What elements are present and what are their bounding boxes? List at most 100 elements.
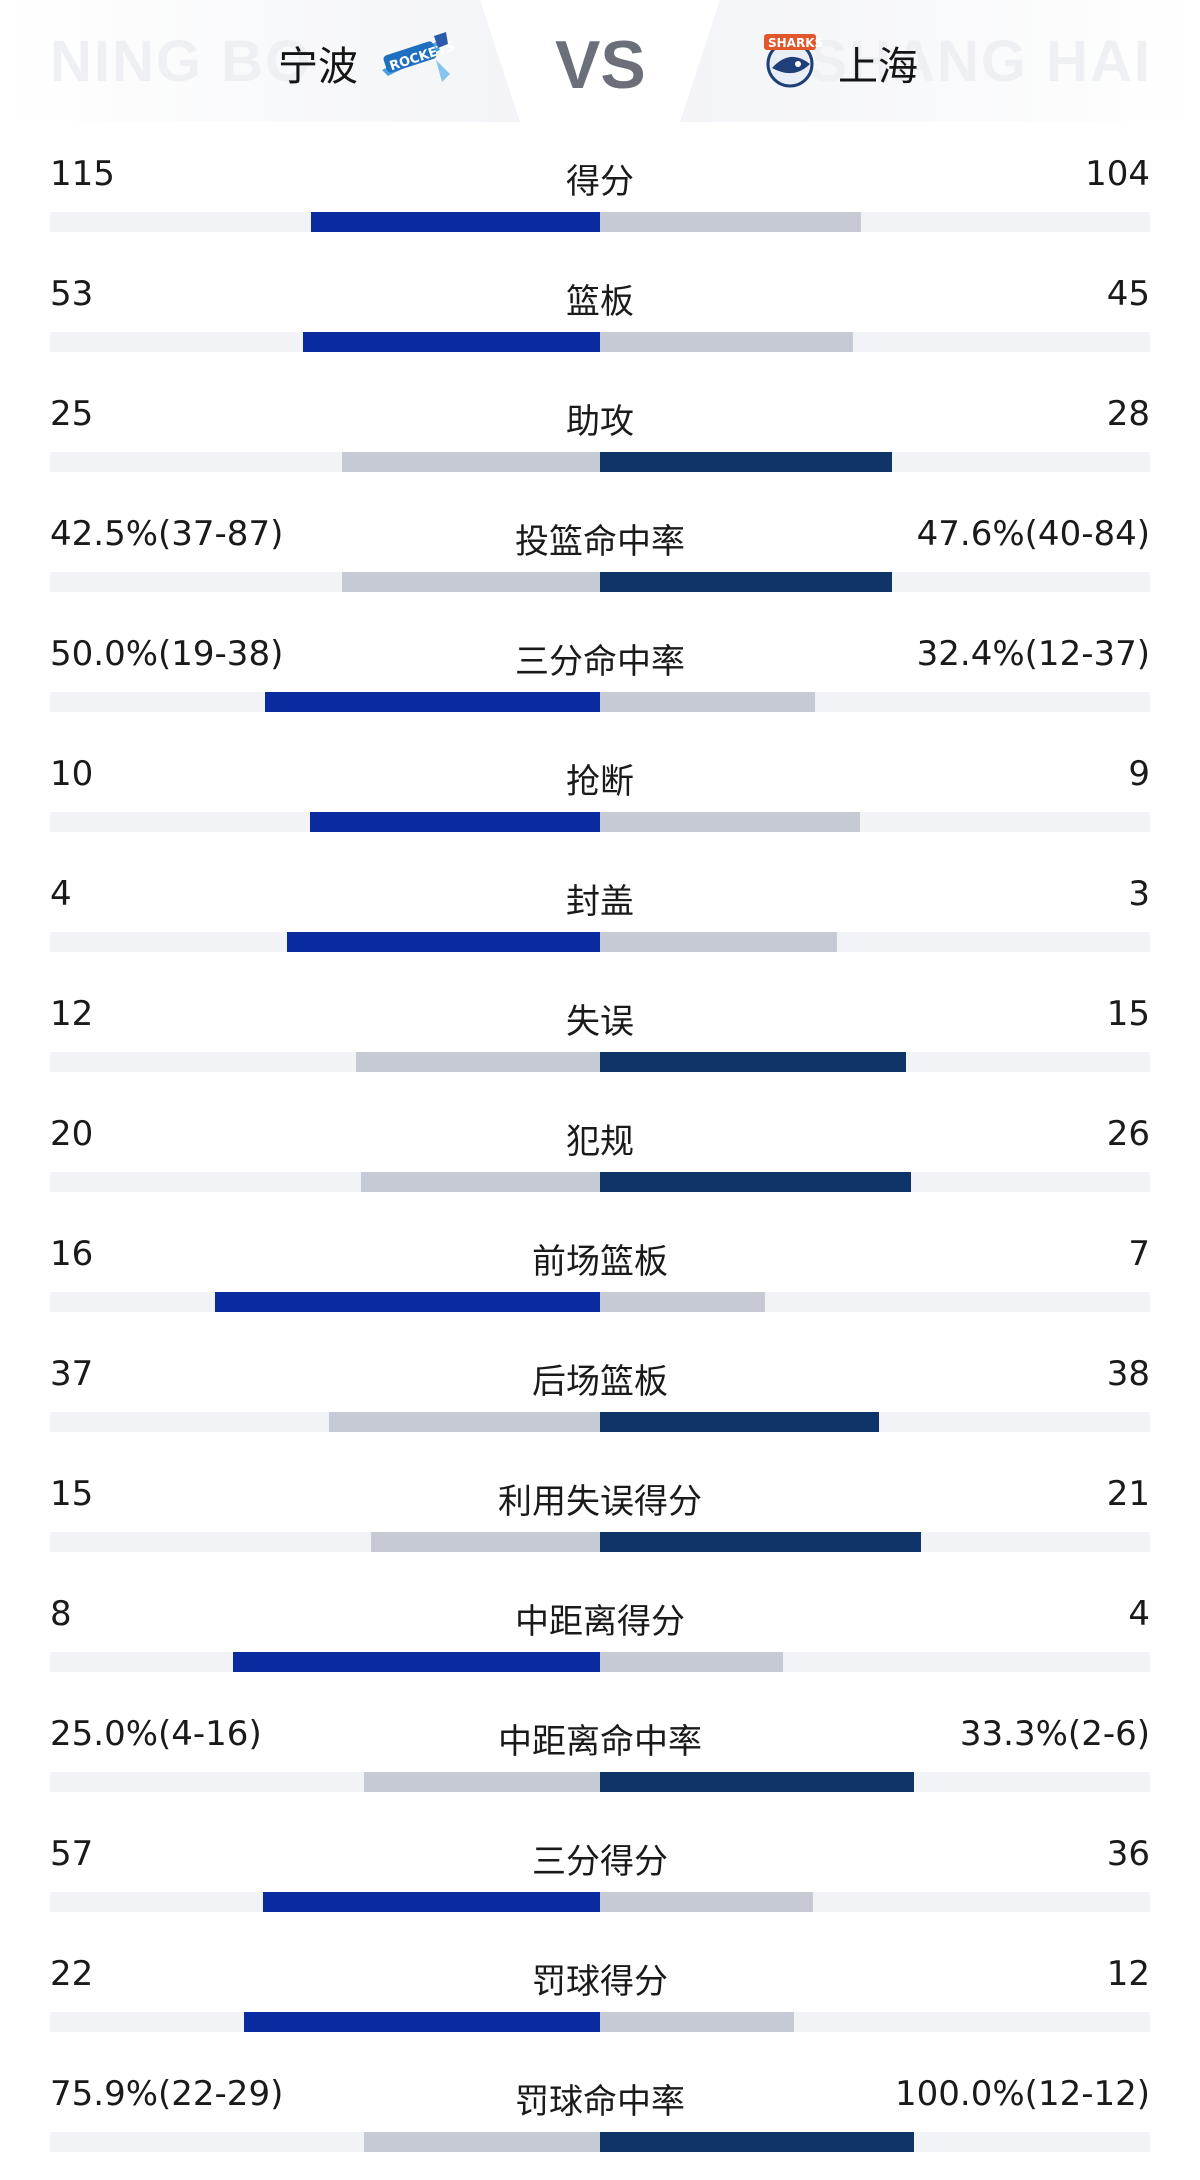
stat-bar-track [50,1052,1150,1072]
home-stat-value: 15 [50,1474,94,1514]
stat-row: 12 失误 15 [0,980,1200,1100]
match-header: NING BO SHANG HAI 宁波 ROCKETS VS SHARKS 上… [0,0,1200,122]
stat-row: 22 罚球得分 12 [0,1940,1200,2060]
away-stat-bar [600,1892,813,1912]
home-stat-bar [262,1892,600,1912]
away-stat-value: 15 [1106,994,1150,1034]
home-stat-bar [363,2132,600,2152]
away-stat-bar [600,332,853,352]
away-stat-bar [600,1052,906,1072]
home-stat-bar [355,1052,600,1072]
away-stat-value: 38 [1106,1354,1150,1394]
home-team-name: 宁波 [278,44,358,90]
away-stat-value: 4 [1128,1594,1150,1634]
away-watermark: SHANG HAI [808,29,1152,94]
away-stat-bar [600,1172,911,1192]
stat-bar-track [50,452,1150,472]
away-stat-value: 3 [1128,874,1150,914]
stat-bar-track [50,2132,1150,2152]
away-stat-value: 47.6%(40-84) [916,514,1150,554]
stat-row: 42.5%(37-87) 投篮命中率 47.6%(40-84) [0,500,1200,620]
stat-bar-track [50,1652,1150,1672]
away-stat-value: 45 [1106,274,1150,314]
stat-label: 犯规 [566,1122,634,1162]
stat-bar-track [50,572,1150,592]
away-stat-bar [600,2132,914,2152]
home-stat-value: 42.5%(37-87) [50,514,284,554]
stat-row: 16 前场篮板 7 [0,1220,1200,1340]
stat-label: 失误 [566,1002,634,1042]
away-stat-value: 12 [1106,1954,1150,1994]
away-stat-bar [600,692,815,712]
stat-label: 罚球得分 [532,1962,668,2002]
stat-bar-track [50,1772,1150,1792]
home-stat-value: 22 [50,1954,94,1994]
stat-label: 后场篮板 [532,1362,668,1402]
home-stat-value: 57 [50,1834,94,1874]
home-stat-bar [360,1172,600,1192]
home-stat-bar [363,1772,600,1792]
away-stat-value: 21 [1106,1474,1150,1514]
stat-label: 中距离得分 [515,1602,685,1642]
home-stat-bar [341,452,600,472]
stat-row: 15 利用失误得分 21 [0,1460,1200,1580]
home-stat-bar [311,212,600,232]
stat-bar-track [50,692,1150,712]
stat-bar-track [50,332,1150,352]
stat-label: 罚球命中率 [515,2082,685,2122]
home-header-panel [0,0,520,122]
home-stat-value: 25.0%(4-16) [50,1714,262,1754]
away-stat-value: 33.3%(2-6) [959,1714,1150,1754]
home-stat-value: 10 [50,754,94,794]
stat-row: 20 犯规 26 [0,1100,1200,1220]
away-stat-bar [600,1292,765,1312]
stat-label: 前场篮板 [532,1242,668,1282]
away-stat-value: 100.0%(12-12) [895,2074,1150,2114]
away-stat-bar [600,1652,784,1672]
away-stat-value: 32.4%(12-37) [916,634,1150,674]
home-stat-bar [286,932,600,952]
away-header-panel [680,0,1200,122]
shanghai-sharks-logo-icon: SHARKS [758,30,823,96]
home-stat-bar [215,1292,600,1312]
home-stat-bar [303,332,600,352]
home-stat-bar [328,1412,600,1432]
home-stat-bar [370,1532,600,1552]
stat-row: 50.0%(19-38) 三分命中率 32.4%(12-37) [0,620,1200,740]
stat-bar-track [50,2012,1150,2032]
home-stat-value: 37 [50,1354,94,1394]
stat-row: 115 得分 104 [0,140,1200,260]
away-stat-value: 26 [1106,1114,1150,1154]
home-stat-value: 50.0%(19-38) [50,634,284,674]
away-stat-bar [600,572,892,592]
home-stat-bar [341,572,600,592]
stat-bar-track [50,1292,1150,1312]
home-stat-value: 4 [50,874,72,914]
away-stat-bar [600,1532,921,1552]
away-stat-bar [600,452,892,472]
vs-label: VS [555,27,646,103]
stat-label: 封盖 [566,882,634,922]
away-team-name: 上海 [838,44,918,90]
stat-row: 37 后场篮板 38 [0,1340,1200,1460]
stat-label: 利用失误得分 [498,1482,702,1522]
away-stat-bar [600,932,837,952]
away-stat-bar [600,812,861,832]
stat-row: 53 篮板 45 [0,260,1200,380]
home-watermark: NING BO [50,29,313,94]
home-stat-bar [233,1652,600,1672]
home-stat-bar [310,812,600,832]
stat-label: 得分 [566,162,634,202]
stat-bar-track [50,1532,1150,1552]
away-stat-bar [600,1772,914,1792]
stat-label: 三分得分 [532,1842,668,1882]
away-stat-value: 28 [1106,394,1150,434]
svg-text:SHARKS: SHARKS [768,36,822,50]
stats-comparison-chart: 115 得分 104 53 篮板 45 25 助攻 28 42.5%(37-87) 投篮命中率 47.… [0,140,1200,2180]
stat-row: 75.9%(22-29) 罚球命中率 100.0%(12-12) [0,2060,1200,2180]
home-stat-bar [244,2012,600,2032]
stat-bar-track [50,812,1150,832]
stat-bar-track [50,932,1150,952]
stat-label: 投篮命中率 [515,522,685,562]
stat-row: 10 抢断 9 [0,740,1200,860]
